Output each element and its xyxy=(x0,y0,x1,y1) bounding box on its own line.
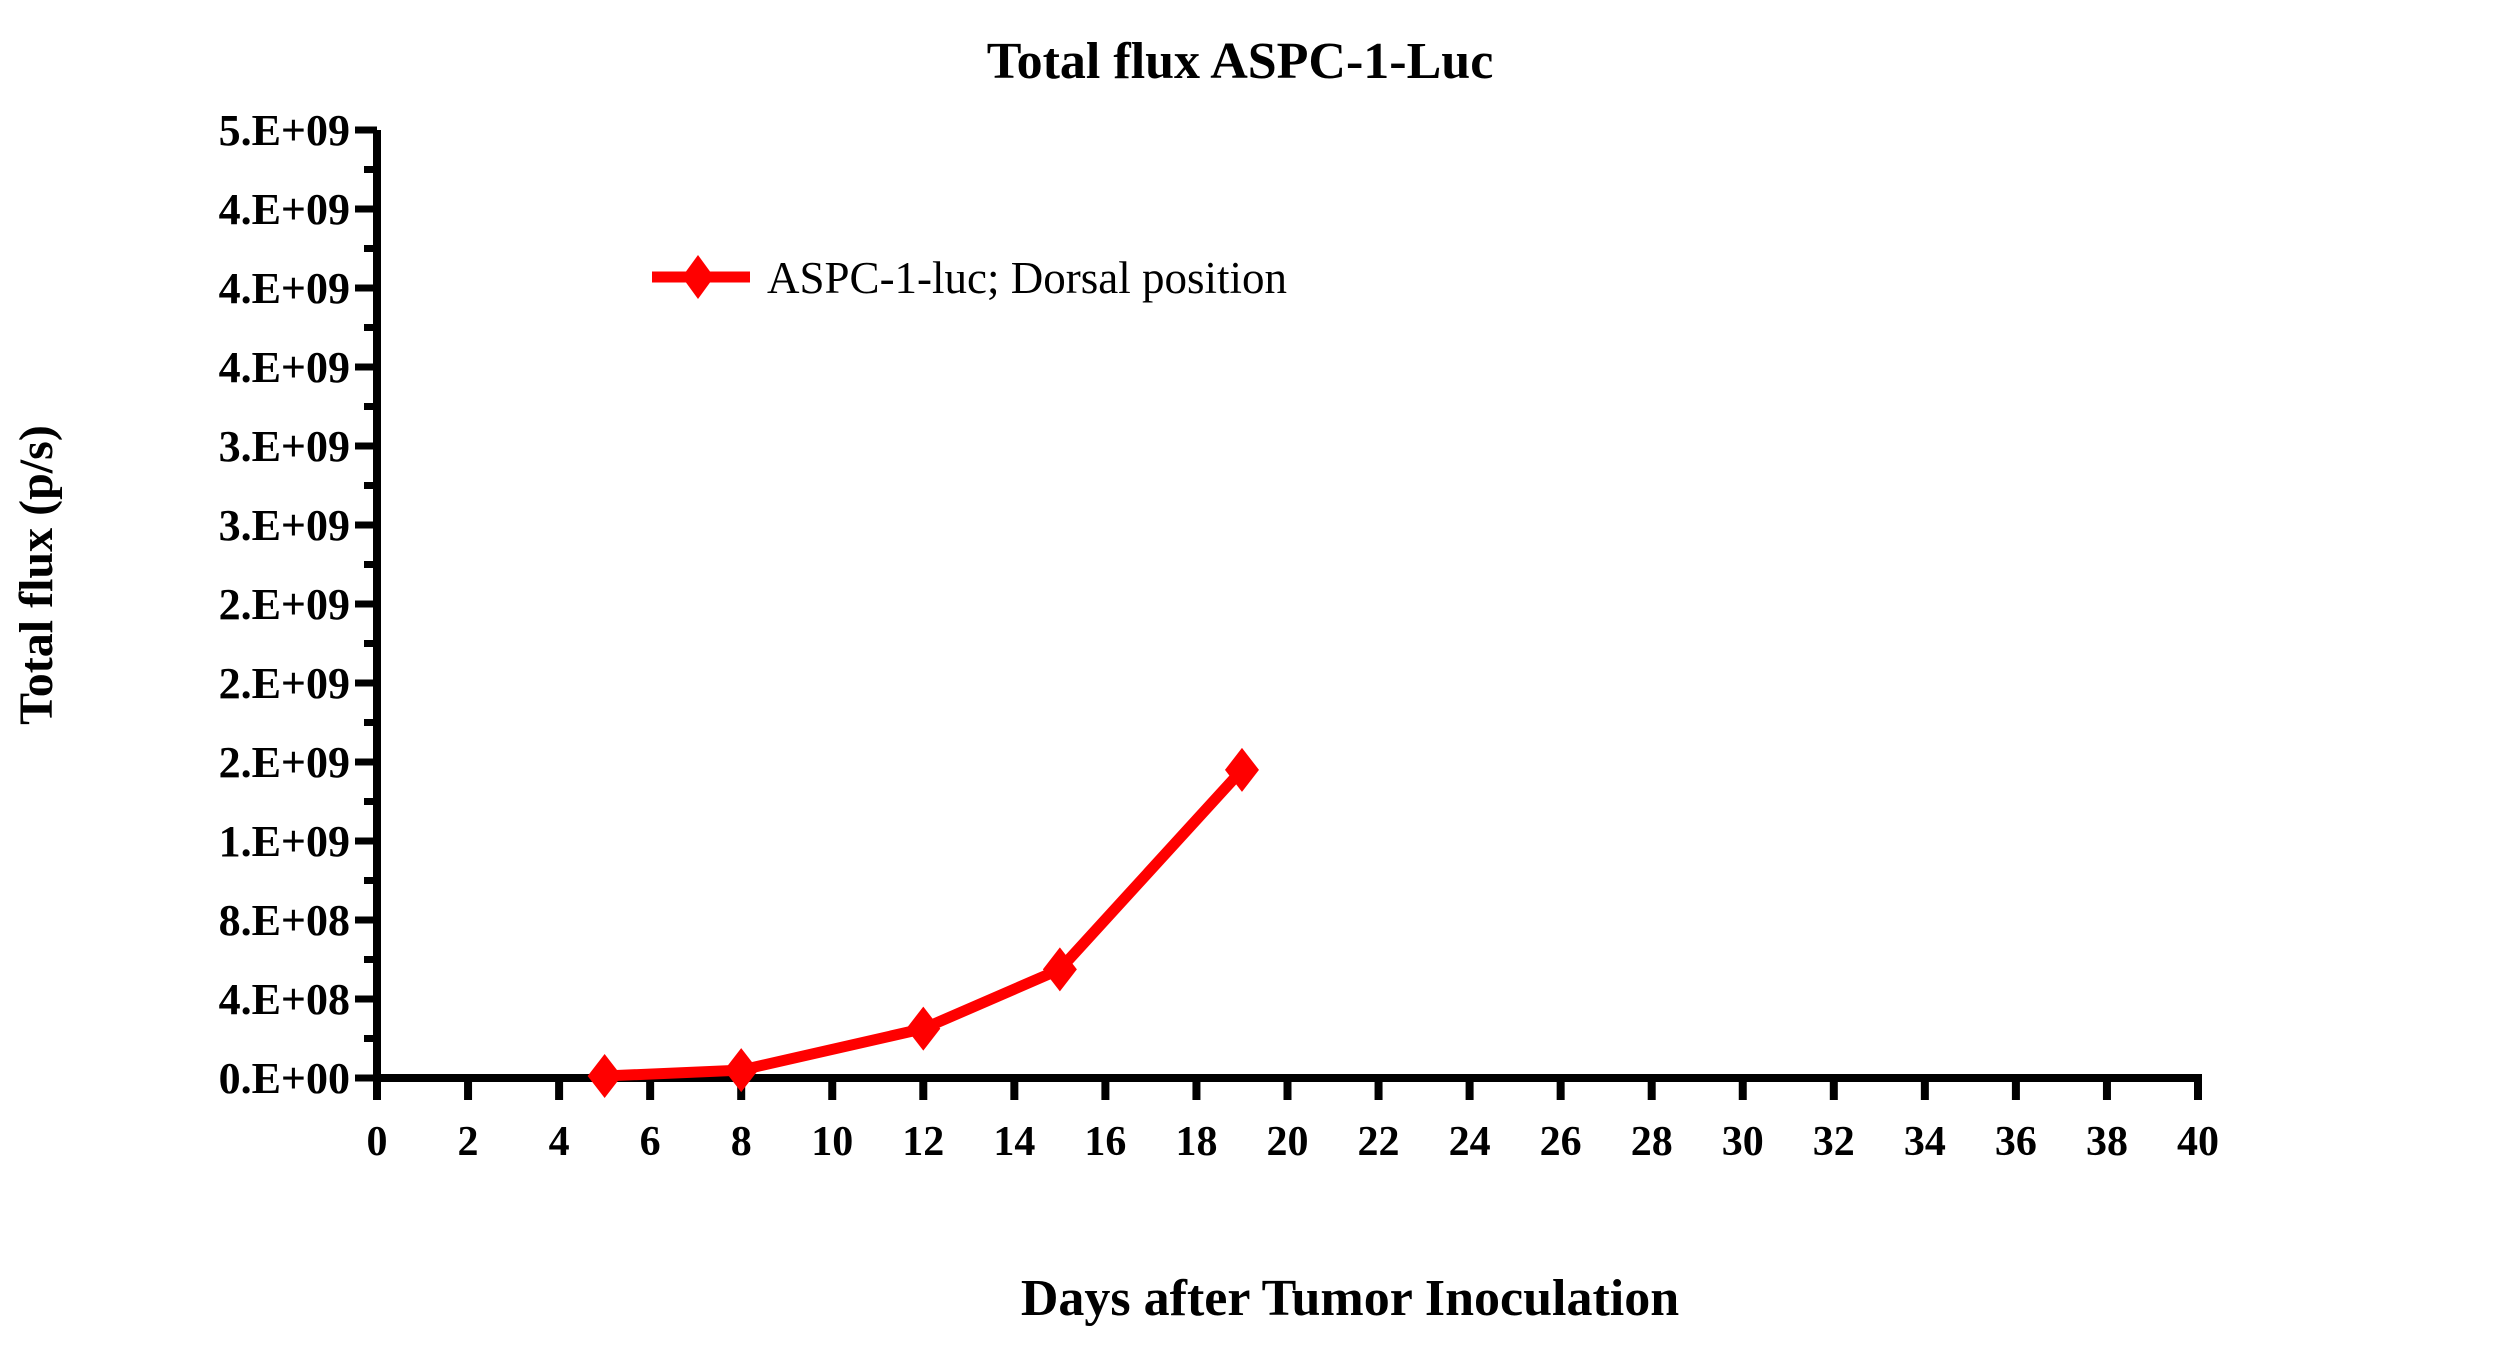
axes xyxy=(373,130,2202,1082)
legend: ASPC-1-luc; Dorsal position xyxy=(652,253,1287,303)
x-tick-label: 36 xyxy=(1995,1119,2037,1165)
y-tick-label: 4.E+09 xyxy=(219,343,350,392)
y-axis-ticks: 0.E+00 4.E+08 8.E+08 1.E+09 2.E+09 2.E+09 2.E+… xyxy=(219,106,377,1103)
legend-label: ASPC-1-luc; Dorsal position xyxy=(767,253,1287,303)
y-tick-label: 3.E+09 xyxy=(219,422,350,471)
data-point-marker xyxy=(724,1048,759,1093)
y-tick-label: 5.E+09 xyxy=(219,106,350,155)
x-tick-label: 8 xyxy=(731,1119,752,1165)
x-tick-label: 32 xyxy=(1813,1119,1855,1165)
x-tick-label: 34 xyxy=(1904,1119,1946,1165)
x-tick-label: 16 xyxy=(1084,1119,1126,1165)
data-point-marker xyxy=(1224,747,1259,792)
y-tick-label: 1.E+09 xyxy=(219,817,350,866)
x-tick-label: 22 xyxy=(1358,1119,1400,1165)
x-axis-ticks: 0 2 4 6 8 10 12 14 16 18 20 22 24 26 28 30 32 34 36 38 40 xyxy=(367,1078,2219,1165)
x-axis-title: Days after Tumor Inoculation xyxy=(1021,1270,1679,1327)
x-tick-label: 24 xyxy=(1449,1119,1491,1165)
x-tick-label: 30 xyxy=(1722,1119,1764,1165)
y-tick-label: 2.E+09 xyxy=(219,738,350,787)
y-tick-label: 3.E+09 xyxy=(219,501,350,550)
chart-title: Total flux ASPC-1-Luc xyxy=(987,33,1494,90)
data-point-marker xyxy=(1042,947,1077,992)
y-tick-label: 4.E+08 xyxy=(219,975,350,1024)
x-tick-label: 40 xyxy=(2177,1119,2219,1165)
x-tick-label: 4 xyxy=(549,1119,570,1165)
data-series xyxy=(587,747,1259,1099)
y-tick-label: 4.E+09 xyxy=(219,264,350,313)
x-tick-label: 14 xyxy=(993,1119,1035,1165)
x-tick-label: 20 xyxy=(1267,1119,1309,1165)
x-tick-label: 2 xyxy=(458,1119,479,1165)
y-tick-label: 0.E+00 xyxy=(219,1054,350,1103)
x-tick-label: 0 xyxy=(367,1119,388,1165)
y-axis-title: Total flux (p/s) xyxy=(10,425,63,725)
x-tick-label: 12 xyxy=(902,1119,944,1165)
data-point-marker xyxy=(587,1054,622,1099)
legend-marker-diamond-icon xyxy=(682,255,714,299)
x-tick-label: 28 xyxy=(1631,1119,1673,1165)
x-tick-label: 6 xyxy=(640,1119,661,1165)
y-tick-label: 2.E+09 xyxy=(219,659,350,708)
x-tick-label: 10 xyxy=(811,1119,853,1165)
x-tick-label: 18 xyxy=(1175,1119,1217,1165)
y-tick-label: 4.E+09 xyxy=(219,185,350,234)
data-point-marker xyxy=(906,1006,941,1051)
x-tick-label: 26 xyxy=(1540,1119,1582,1165)
y-tick-label: 2.E+09 xyxy=(219,580,350,629)
y-tick-label: 8.E+08 xyxy=(219,896,350,945)
x-tick-label: 38 xyxy=(2086,1119,2128,1165)
